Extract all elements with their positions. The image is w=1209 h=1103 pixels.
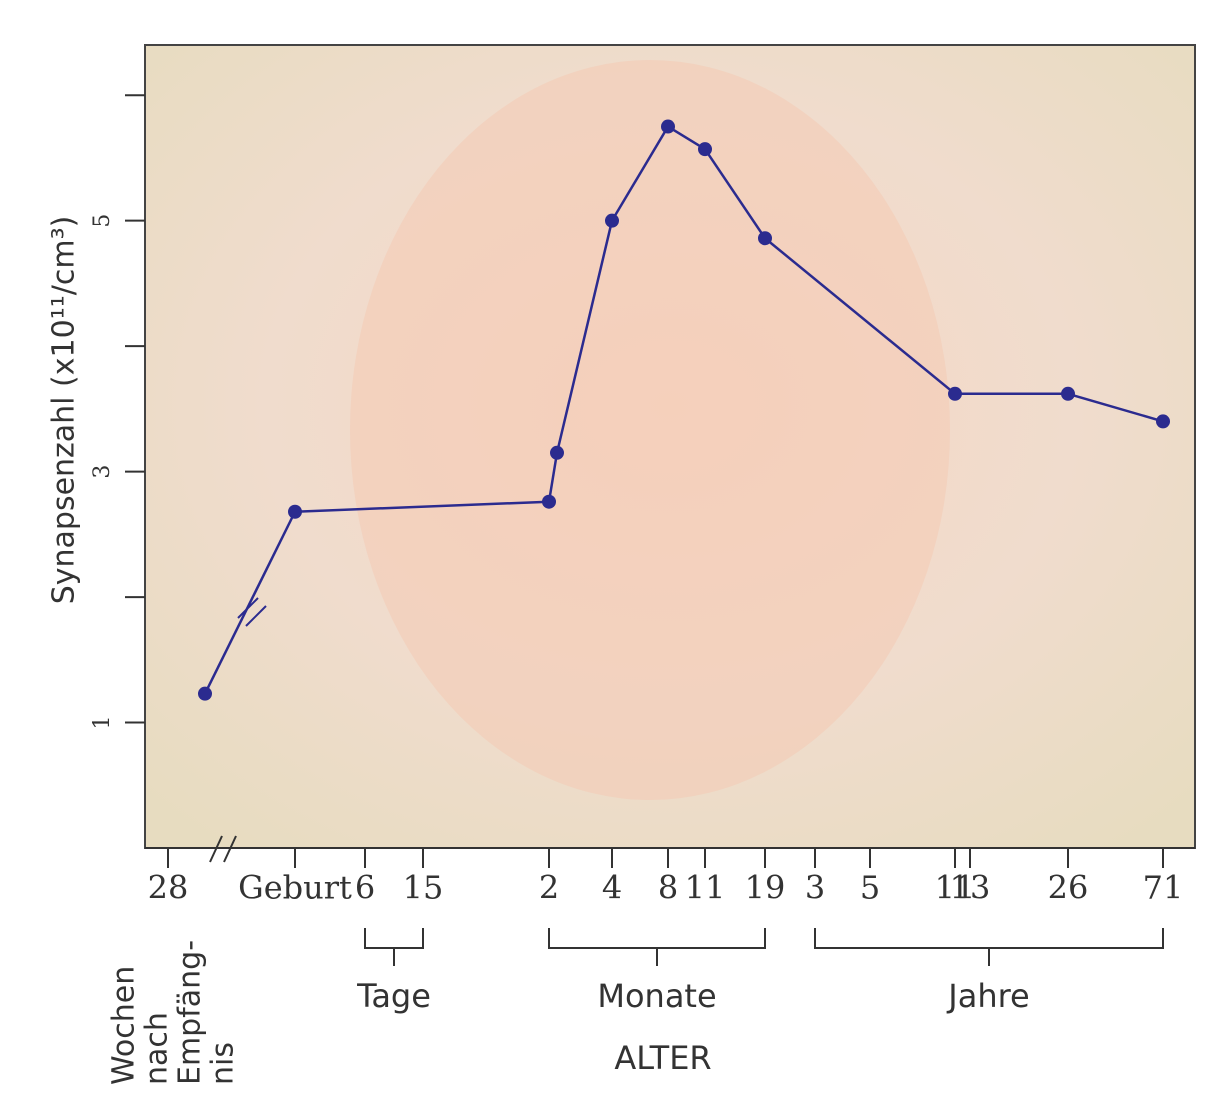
data-point	[758, 231, 772, 246]
y-axis-label: Synapsenzahl (x10¹¹/cm³)	[47, 216, 82, 605]
group-label: Monate	[597, 977, 716, 1015]
line-segment	[1067, 392, 1164, 423]
line-break	[245, 605, 267, 627]
group-bracket	[548, 928, 766, 966]
unit-label: nach	[140, 1012, 175, 1085]
data-point	[550, 445, 564, 460]
x-axis-title: ALTER	[614, 1039, 711, 1077]
group-label: Tage	[356, 977, 431, 1015]
group-label: Jahre	[946, 977, 1029, 1015]
x-tick-label: 19	[745, 869, 786, 907]
data-point	[698, 142, 712, 157]
line-segment	[555, 220, 614, 454]
x-tick-label: 26	[1048, 869, 1089, 907]
x-tick-label: Geburt	[238, 869, 352, 907]
data-point	[1061, 386, 1075, 401]
data-point	[948, 386, 962, 401]
axis-break	[209, 835, 223, 863]
x-tick-label: 6	[355, 869, 375, 907]
data-point	[1156, 414, 1170, 429]
axis-break	[223, 835, 237, 863]
x-tick-label: 5	[860, 869, 880, 907]
data-point	[288, 504, 302, 519]
x-tick-label: 11	[685, 869, 726, 907]
line-segment	[547, 452, 559, 502]
photo-shape	[350, 60, 950, 800]
line-segment	[764, 237, 956, 395]
x-tick-label: 71	[1143, 869, 1184, 907]
y-tick-label: 1	[90, 716, 115, 730]
line-segment	[294, 500, 550, 513]
data-point	[661, 119, 675, 134]
x-tick-label: 15	[403, 869, 444, 907]
x-tick-label: 13	[950, 869, 991, 907]
data-point	[605, 213, 619, 228]
data-point	[198, 686, 212, 701]
x-tick-label: 2	[539, 869, 559, 907]
unit-label: Wochen	[107, 966, 142, 1085]
line-segment	[703, 148, 767, 239]
x-tick-label: 28	[148, 869, 189, 907]
line-segment	[610, 125, 670, 222]
data-point	[542, 494, 556, 509]
unit-label: nis	[206, 1042, 241, 1085]
x-tick-label: 3	[805, 869, 825, 907]
line-segment	[667, 125, 706, 151]
group-bracket	[364, 928, 424, 966]
y-tick-label: 5	[90, 214, 115, 228]
x-tick-label: 11	[935, 869, 976, 907]
group-bracket	[814, 928, 1164, 966]
unit-label: Empfäng-	[173, 940, 208, 1085]
y-tick-label: 3	[90, 465, 115, 479]
x-tick-label: 4	[602, 869, 622, 907]
line-segment	[203, 511, 297, 695]
x-tick-label: 8	[658, 869, 678, 907]
